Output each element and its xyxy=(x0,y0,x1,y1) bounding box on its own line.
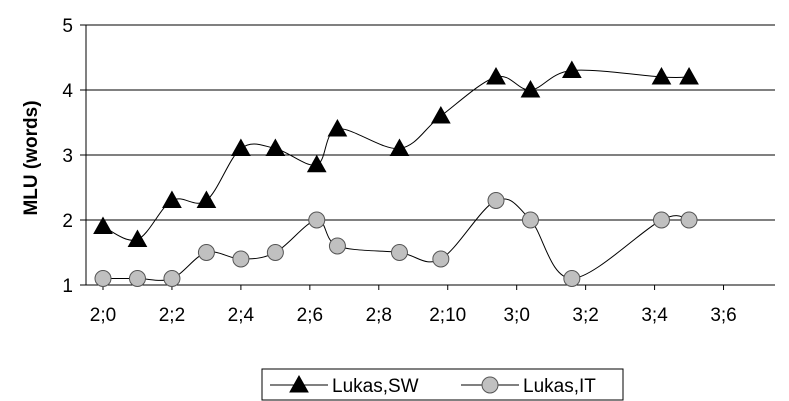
y-tick-label: 3 xyxy=(62,146,73,167)
x-tick-label: 3;2 xyxy=(572,305,598,326)
y-tick-label: 5 xyxy=(62,16,73,37)
x-tick-label: 2;4 xyxy=(228,305,255,326)
circle-point xyxy=(390,244,408,261)
triangle-point xyxy=(679,66,699,85)
legend: Lukas,SW Lukas,IT xyxy=(261,368,624,401)
x-tick-labels: 2;0 2;2 2;4 2;6 2;8 2;10 3;0 3;2 3;4 3;6 xyxy=(90,285,737,326)
triangle-point xyxy=(327,118,348,137)
circle-point xyxy=(652,211,670,229)
circle-point xyxy=(328,237,346,255)
circle-point xyxy=(521,211,539,229)
legend-label: Lukas,SW xyxy=(332,376,419,397)
y-tick-label: 1 xyxy=(62,276,73,297)
x-tick-label: 2;6 xyxy=(297,305,323,326)
series-layer xyxy=(93,60,699,287)
circle-point xyxy=(266,244,284,261)
legend-circle-icon xyxy=(481,376,499,394)
series-it xyxy=(94,192,698,287)
triangle-point xyxy=(430,105,451,124)
x-tick-label: 3;6 xyxy=(710,305,736,326)
legend-triangle-icon xyxy=(289,374,309,393)
circle-point xyxy=(128,270,146,287)
triangle-point xyxy=(306,154,327,173)
series-line xyxy=(102,198,690,281)
y-tick-label: 2 xyxy=(62,211,73,232)
x-tick-label: 2;0 xyxy=(90,305,116,326)
circle-point xyxy=(197,244,215,261)
x-tick-label: 3;0 xyxy=(503,305,529,326)
triangle-point xyxy=(486,66,506,85)
x-tick-label: 2;8 xyxy=(366,305,392,326)
triangle-point xyxy=(196,190,217,208)
triangle-point xyxy=(561,60,582,78)
triangle-point xyxy=(651,66,672,85)
y-tick-labels: 1 2 3 4 5 xyxy=(62,16,73,297)
triangle-point xyxy=(265,138,286,156)
circle-point xyxy=(680,211,698,229)
axes xyxy=(85,25,775,286)
x-tick-label: 2;10 xyxy=(429,305,466,326)
x-tick-label: 2;2 xyxy=(159,305,185,326)
y-axis-title: MLU (words) xyxy=(21,100,42,215)
triangle-point xyxy=(520,79,541,98)
series-sw xyxy=(93,60,699,247)
y-tick-label: 4 xyxy=(62,81,73,102)
x-tick-label: 3;4 xyxy=(641,305,668,326)
circle-point xyxy=(163,270,181,287)
circle-point xyxy=(432,250,450,268)
gridlines xyxy=(80,24,775,286)
triangle-point xyxy=(231,138,251,156)
circle-point xyxy=(487,192,505,209)
circle-point xyxy=(94,270,112,287)
circle-point xyxy=(563,270,581,287)
legend-label: Lukas,IT xyxy=(523,376,596,397)
circle-point xyxy=(232,250,250,268)
triangle-point xyxy=(93,216,113,234)
circle-point xyxy=(308,211,326,229)
triangle-point xyxy=(162,190,182,208)
triangle-point xyxy=(389,138,410,156)
triangle-point xyxy=(127,229,148,247)
